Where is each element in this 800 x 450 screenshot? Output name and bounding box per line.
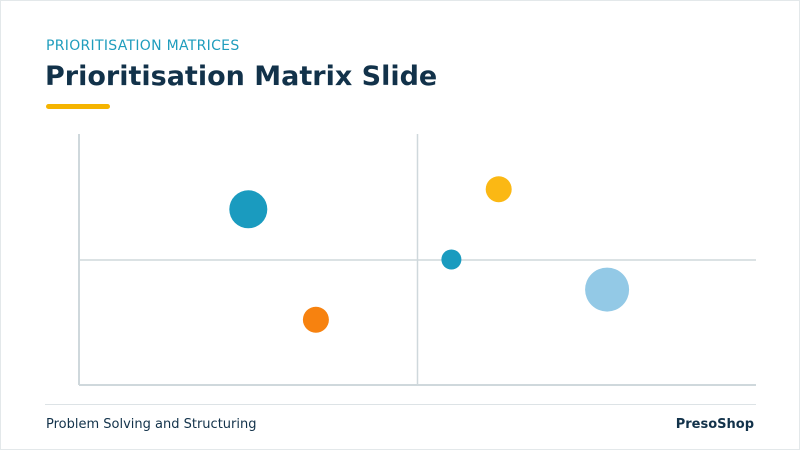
- title-accent-bar: [46, 104, 110, 109]
- bubble-3: [485, 176, 512, 203]
- bubble-5: [585, 267, 630, 312]
- slide-title: Prioritisation Matrix Slide: [45, 61, 438, 92]
- bubble-1: [229, 190, 268, 229]
- footer-divider: [45, 404, 756, 405]
- footer-brand: PresoShop: [675, 417, 754, 432]
- matrix-axes: [78, 134, 756, 386]
- bubble-4: [441, 249, 462, 270]
- bubble-2: [302, 306, 329, 333]
- section-label: PRIORITISATION MATRICES: [46, 38, 240, 54]
- bubbles: [229, 176, 630, 333]
- footer-topic: Problem Solving and Structuring: [46, 417, 257, 432]
